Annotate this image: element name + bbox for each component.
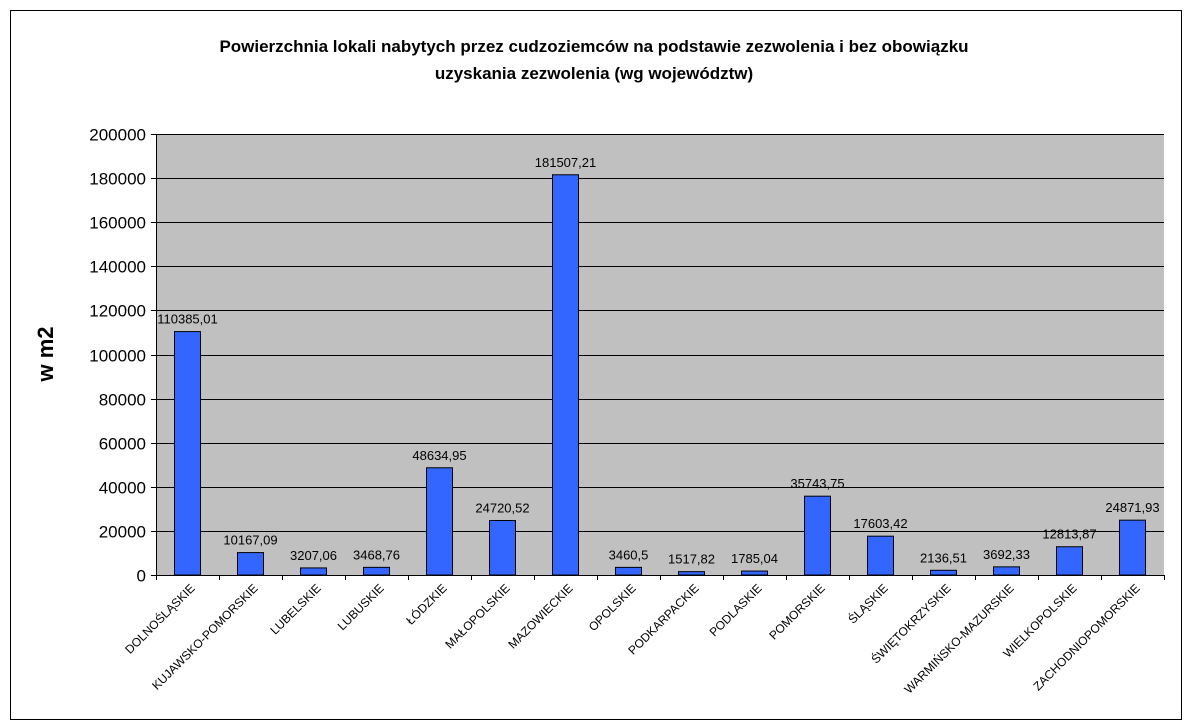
axes (156, 134, 1165, 580)
bar (363, 566, 390, 576)
y-tick-label: 60000 (99, 435, 146, 454)
data-labels: 110385,01 10167,09 3207,06 3468,76 48634,95 2… (157, 155, 1159, 567)
data-label: 3460,5 (609, 547, 649, 562)
data-label: 181507,21 (535, 155, 596, 170)
bar (741, 570, 768, 576)
data-label: 24871,93 (1105, 500, 1159, 515)
data-label: 3207,06 (290, 548, 337, 563)
bar (678, 571, 705, 576)
bar (300, 567, 327, 576)
y-axis-ticks: 0 20000 40000 60000 80000 100000 120000 140000 1… (89, 126, 156, 586)
bar (930, 569, 957, 576)
y-axis-label: w m2 (33, 326, 58, 382)
y-tick-label: 140000 (89, 258, 146, 277)
bar (237, 552, 264, 576)
y-tick-label: 120000 (89, 302, 146, 321)
data-label: 10167,09 (223, 533, 277, 548)
data-label: 17603,42 (853, 516, 907, 531)
chart-title-line-2: uzyskania zezwolenia (wg województw) (435, 64, 753, 83)
plot-area (156, 134, 1164, 575)
chart-title-line-1: Powierzchnia lokali nabytych przez cudzo… (219, 37, 968, 56)
data-label: 1785,04 (731, 551, 778, 566)
bar (804, 495, 831, 576)
data-label: 3468,76 (353, 547, 400, 562)
data-label: 2136,51 (920, 550, 967, 565)
data-label: 24720,52 (475, 500, 529, 515)
data-label: 110385,01 (157, 312, 218, 327)
bar (1119, 519, 1146, 576)
bars (174, 174, 1146, 576)
bar (426, 467, 453, 576)
bar (615, 566, 642, 576)
bar (867, 535, 894, 576)
data-label: 3692,33 (983, 547, 1030, 562)
y-tick-label: 80000 (99, 391, 146, 410)
data-label: 12813,87 (1042, 527, 1096, 542)
y-tick-label: 40000 (99, 479, 146, 498)
y-tick-label: 200000 (89, 126, 146, 145)
data-label: 48634,95 (412, 448, 466, 463)
gridlines (156, 134, 1164, 532)
y-tick-label: 20000 (99, 523, 146, 542)
bar (993, 566, 1020, 576)
y-tick-label: 0 (137, 567, 146, 586)
bar (174, 331, 201, 576)
bar (1056, 546, 1083, 576)
bar (489, 519, 516, 576)
data-label: 35743,75 (790, 476, 844, 491)
data-label: 1517,82 (668, 552, 715, 567)
y-tick-label: 100000 (89, 347, 146, 366)
bar (552, 174, 579, 576)
y-tick-label: 180000 (89, 170, 146, 189)
y-tick-label: 160000 (89, 214, 146, 233)
